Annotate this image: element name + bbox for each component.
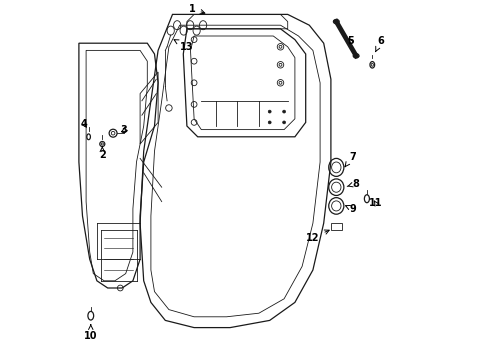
Text: 11: 11 xyxy=(368,198,382,208)
Text: 5: 5 xyxy=(346,36,353,46)
Circle shape xyxy=(268,110,270,113)
Circle shape xyxy=(282,121,285,124)
Bar xyxy=(330,223,342,230)
Circle shape xyxy=(268,121,270,124)
Text: 7: 7 xyxy=(345,152,355,167)
Text: 10: 10 xyxy=(84,325,97,341)
Text: 13: 13 xyxy=(174,40,193,52)
Text: 4: 4 xyxy=(81,119,87,129)
Text: 12: 12 xyxy=(305,230,328,243)
Text: 9: 9 xyxy=(345,204,355,214)
Circle shape xyxy=(282,110,285,113)
Text: 8: 8 xyxy=(346,179,359,189)
Text: 2: 2 xyxy=(99,147,105,160)
Text: 6: 6 xyxy=(375,36,383,52)
Text: 3: 3 xyxy=(120,125,127,135)
Text: 1: 1 xyxy=(188,4,204,14)
